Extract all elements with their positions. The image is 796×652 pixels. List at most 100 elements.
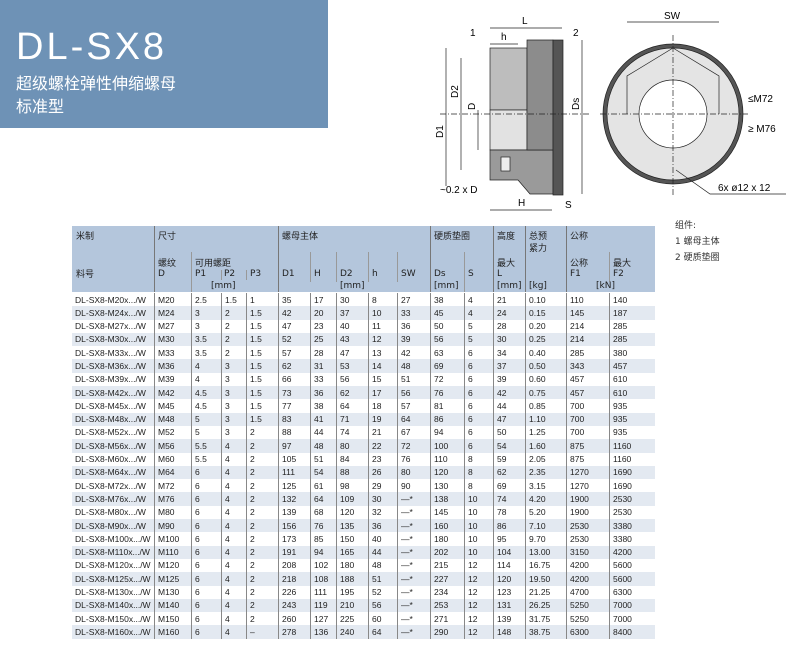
cell-p1: 4 (195, 360, 200, 371)
cell-ds: 110 (434, 454, 448, 465)
column-divider (336, 532, 337, 546)
dim-H: H (518, 198, 525, 209)
cell-ds: 253 (434, 600, 449, 611)
cell-h: 29 (372, 480, 382, 491)
cell-p2: 3 (225, 387, 230, 398)
cell-p3: 1.5 (250, 334, 262, 345)
cell-part-no: DL-SX8-M140x.../W (75, 600, 151, 611)
cell-thread: M52 (158, 427, 175, 438)
cell-ds: 38 (434, 294, 444, 305)
column-divider (464, 519, 465, 533)
column-divider (246, 572, 247, 586)
column-divider (464, 545, 465, 559)
column-divider (397, 505, 398, 520)
cell-sw: 72 (401, 440, 411, 451)
cell-d1: 57 (282, 347, 292, 358)
cell-d2: 62 (340, 387, 350, 398)
column-divider (493, 399, 494, 413)
column-divider (191, 439, 192, 453)
cell-d2: 53 (340, 360, 350, 371)
column-divider (430, 306, 431, 320)
column-divider (246, 412, 247, 426)
column-divider (221, 585, 222, 599)
cell-sw: 36 (401, 321, 411, 332)
column-divider (310, 386, 311, 400)
column-divider (336, 425, 337, 440)
column-divider (154, 532, 155, 546)
cell-ds: 138 (434, 493, 449, 504)
column-divider (397, 359, 398, 373)
column-divider (278, 412, 279, 426)
column-divider (154, 372, 155, 387)
column-divider (525, 572, 526, 586)
hdr-h: h (372, 269, 378, 279)
cell-h: 64 (372, 626, 382, 637)
cell-p1: 5 (195, 427, 200, 438)
column-divider (310, 625, 311, 639)
column-divider (397, 346, 398, 360)
cell-h: 48 (372, 560, 382, 571)
column-divider (397, 386, 398, 400)
column-divider (246, 505, 247, 520)
cell-p1: 3.5 (195, 334, 207, 345)
column-divider (278, 612, 279, 626)
cell-part-no: DL-SX8-M39x.../W (75, 374, 146, 385)
cell-s: 10 (468, 547, 478, 558)
cell-p2: 4 (225, 440, 230, 451)
cell-thread: M140 (158, 600, 180, 611)
cell-H: 23 (314, 321, 324, 332)
cell-f2: 3380 (613, 520, 632, 531)
column-divider (566, 585, 567, 599)
column-divider (221, 399, 222, 413)
cell-h: 23 (372, 454, 382, 465)
cell-h: 21 (372, 427, 382, 438)
column-divider (430, 319, 431, 333)
column-divider (493, 359, 494, 373)
column-divider (278, 346, 279, 360)
product-type: 标准型 (16, 97, 65, 116)
table-row: DL-SX8-M24x.../W M24 3 2 1.5 42 20 37 10 33 45 4 24 0… (72, 306, 655, 320)
cell-p1: 6 (195, 600, 200, 611)
column-divider (336, 612, 337, 626)
column-divider (430, 545, 431, 559)
column-divider (397, 558, 398, 573)
cell-weight: 5.20 (529, 507, 546, 518)
cell-f1: 4200 (570, 573, 589, 584)
column-divider (493, 532, 494, 546)
column-divider (336, 412, 337, 426)
table-row: DL-SX8-M90x.../W M90 6 4 2 156 76 135 36 —* 160 10 8… (72, 519, 655, 533)
hdr-f2: F2 (613, 269, 624, 279)
cell-H: 102 (314, 560, 329, 571)
column-divider (493, 425, 494, 440)
cell-ds: 50 (434, 321, 444, 332)
column-divider (336, 585, 337, 599)
cell-d2: 71 (340, 414, 350, 425)
column-divider (430, 359, 431, 373)
column-divider (609, 412, 610, 426)
dim-SW: SW (664, 11, 681, 22)
cell-sw: —* (401, 507, 413, 518)
column-divider (397, 293, 398, 307)
cell-weight: 0.60 (529, 374, 546, 385)
column-divider (278, 386, 279, 400)
column-divider (397, 399, 398, 413)
column-divider (221, 293, 222, 307)
column-divider (430, 558, 431, 573)
column-divider (430, 425, 431, 440)
cell-part-no: DL-SX8-M52x.../W (75, 427, 146, 438)
column-divider (430, 505, 431, 520)
column-divider (397, 332, 398, 347)
cell-p2: 4 (225, 507, 230, 518)
cell-p1: 5.5 (195, 454, 207, 465)
callout-2: 2 (573, 28, 579, 39)
cell-p2: 3 (225, 360, 230, 371)
cell-l: 78 (497, 507, 507, 518)
column-divider (609, 386, 610, 400)
cell-f2: 1160 (613, 440, 632, 451)
column-divider (191, 612, 192, 626)
column-divider (221, 492, 222, 506)
column-divider (493, 545, 494, 559)
cell-f1: 1900 (570, 493, 589, 504)
column-divider (336, 386, 337, 400)
cell-d2: 98 (340, 480, 350, 491)
